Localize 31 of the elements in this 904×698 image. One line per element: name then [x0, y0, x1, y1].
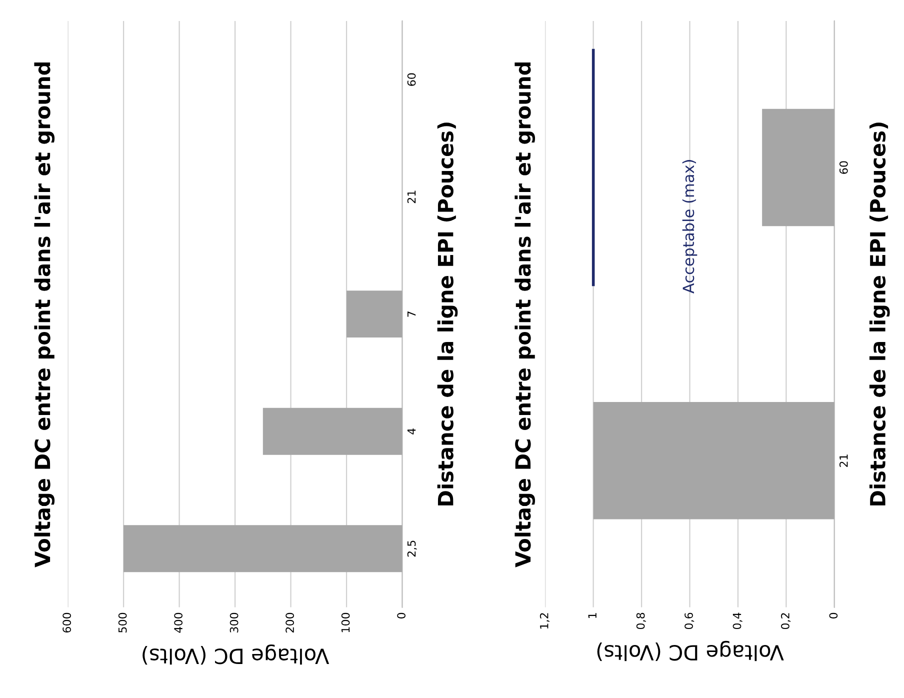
y-tick-label: 21 [407, 190, 416, 204]
y-tick-label: 60 [839, 161, 848, 174]
x-axis-title: Voltage DC (Volts) [142, 644, 330, 665]
x-tick-label: 1 [588, 613, 596, 618]
y-tick-label: 21 [839, 454, 848, 467]
bar [262, 408, 402, 455]
x-tick-label: 600 [62, 612, 72, 633]
text: Voltage DC entre point dans l'air et ground [514, 62, 536, 568]
x-axis-title: Voltage DC (Volts) [597, 640, 784, 662]
x-tick-label: 400 [174, 612, 183, 633]
x-tick-label: 0,2 [781, 613, 791, 630]
y-axis-title: Distance de la ligne EPI (Pouces) [869, 122, 890, 506]
x-tick-label: 0 [829, 612, 838, 618]
x-tick-label: 200 [286, 612, 294, 633]
bar [124, 525, 402, 572]
x-tick-label: 1,2 [540, 613, 550, 629]
y-tick-label: 7 [407, 312, 416, 317]
x-tick-label: 0,6 [684, 612, 694, 630]
x-tick-label: 500 [118, 612, 127, 632]
y-tick-label: 4 [407, 428, 416, 434]
y-axis-title: Distance de la ligne EPI (Pouces) [437, 122, 458, 506]
x-tick-label: 0,4 [732, 612, 742, 630]
bar [346, 290, 402, 338]
ref-line-label: Acceptable (max) [682, 160, 698, 294]
x-tick-label: 0 [397, 612, 406, 618]
text: Voltage DC entre point dans l'air et ground [34, 62, 55, 568]
x-tick-label: 100 [341, 612, 350, 632]
y-tick-label: 60 [407, 73, 416, 86]
y-tick-label: 2,5 [407, 540, 417, 557]
x-tick-label: 300 [230, 612, 238, 632]
x-tick-label: 0,8 [636, 612, 646, 630]
